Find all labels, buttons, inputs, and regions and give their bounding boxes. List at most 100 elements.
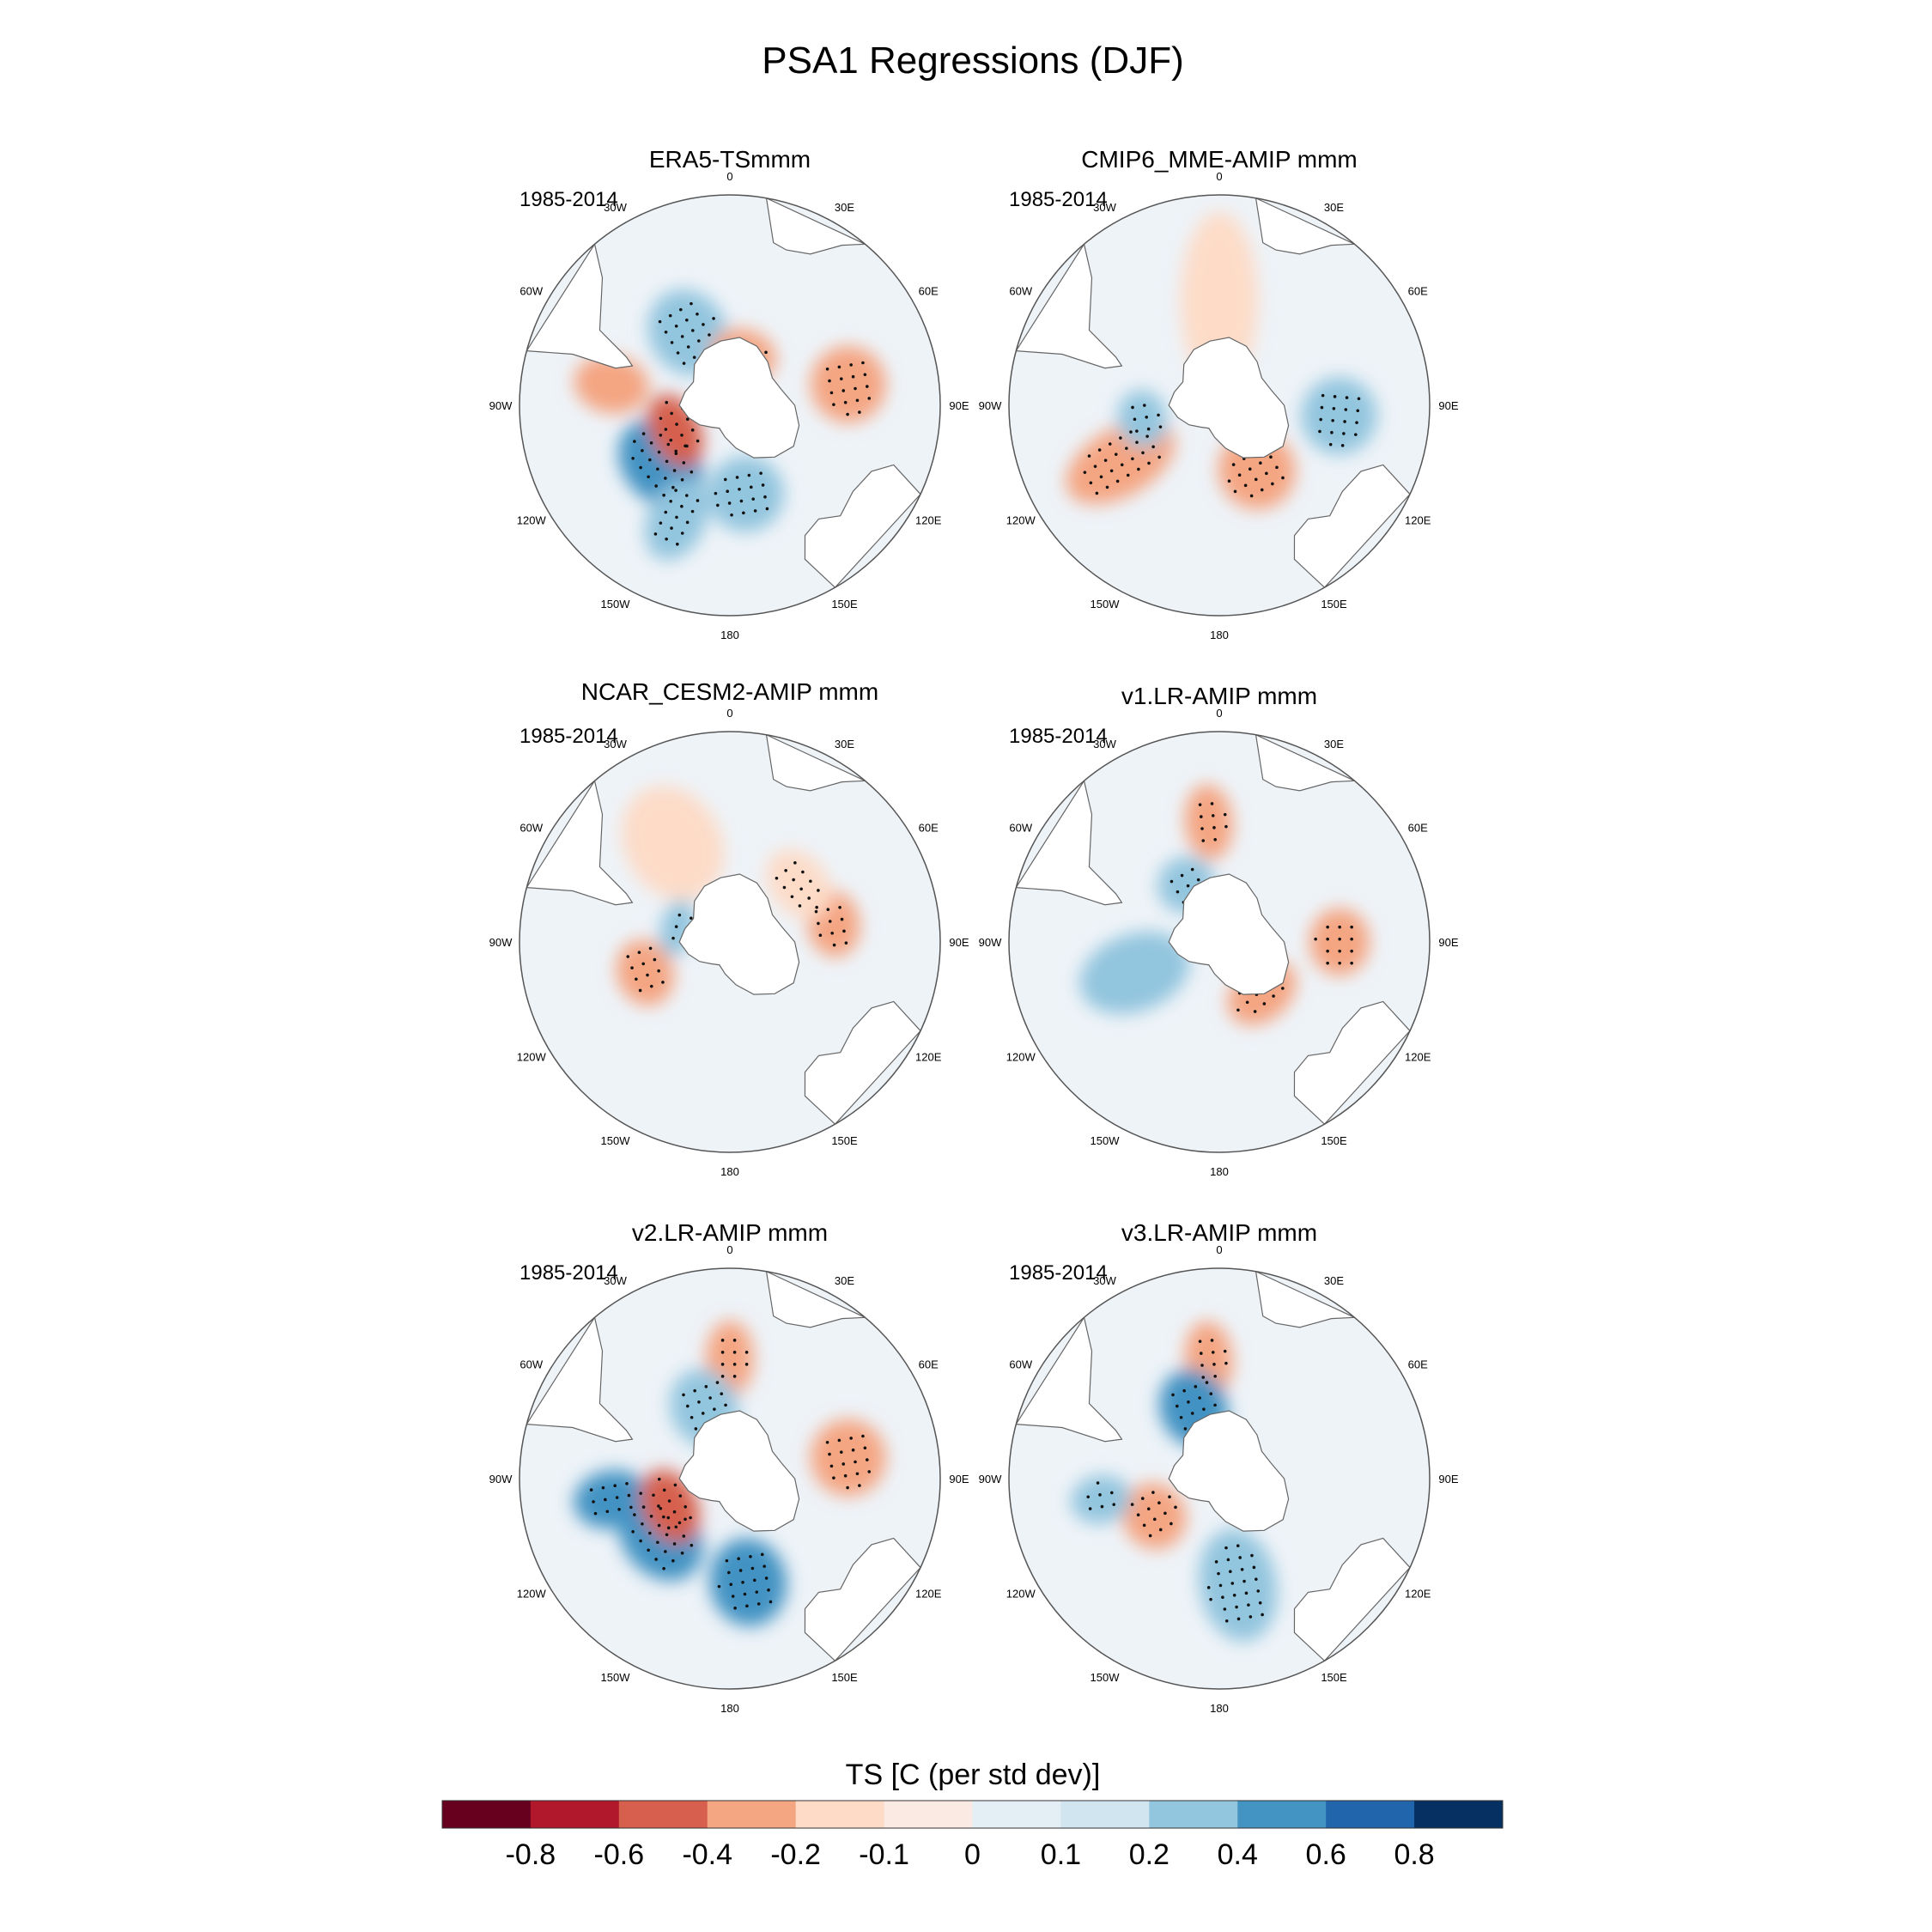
antarctica-landmass xyxy=(1168,337,1290,459)
stipple-dot xyxy=(680,433,683,437)
stipple-dot xyxy=(657,1504,660,1508)
stipple-dot xyxy=(1343,420,1346,423)
stipple-dot xyxy=(1212,1363,1216,1366)
polar-map-v3: 0 30E 60E 90E 120E 150E 180 150W 120W 90W 60W 30W xyxy=(979,1243,1459,1715)
stipple-dot xyxy=(1200,815,1203,818)
stipple-dot xyxy=(683,1505,688,1509)
stipple-dot xyxy=(674,489,677,492)
stipple-dot xyxy=(1097,448,1102,452)
stipple-dot xyxy=(593,1511,598,1516)
stipple-dot xyxy=(1200,1364,1204,1367)
stipple-dot xyxy=(696,312,699,316)
stipple-dot xyxy=(828,1452,831,1456)
stipple-dot xyxy=(1190,1412,1194,1415)
stipple-dot xyxy=(1089,481,1093,485)
lon-label: 60E xyxy=(1408,822,1428,835)
colorbar-swatch xyxy=(530,1801,620,1828)
stipple-dot xyxy=(863,1446,867,1450)
stipple-dot xyxy=(1105,485,1109,489)
stipple-dot xyxy=(832,943,836,947)
lon-label: 60E xyxy=(919,1358,939,1371)
stipple-dot xyxy=(1120,463,1124,467)
stipple-dot xyxy=(1332,406,1336,410)
lon-label: 150E xyxy=(831,1671,858,1684)
stipple-dot xyxy=(1281,476,1285,480)
stipple-dot xyxy=(1271,482,1274,486)
panel-period: 1985-2014 xyxy=(1009,725,1108,748)
stipple-dot xyxy=(1342,432,1346,435)
colorbar-swatch xyxy=(1326,1801,1415,1828)
stipple-dot xyxy=(782,885,787,890)
stipple-dot xyxy=(717,1584,721,1589)
stipple-dot xyxy=(1133,417,1137,422)
stipple-dot xyxy=(1146,427,1151,431)
lon-label: 120E xyxy=(1405,1588,1431,1601)
colorbar-tick-label: -0.8 xyxy=(506,1838,556,1871)
stipple-dot xyxy=(1176,1404,1179,1408)
stipple-dot xyxy=(1126,473,1130,477)
panel-period: 1985-2014 xyxy=(1009,1261,1108,1285)
stipple-dot xyxy=(1318,429,1321,434)
stipple-dot xyxy=(1330,430,1334,434)
stipple-dot xyxy=(1320,405,1324,410)
lon-label: 150W xyxy=(601,1134,631,1147)
stipple-dot xyxy=(641,432,646,435)
stipple-dot xyxy=(764,1577,769,1580)
stipple-dot xyxy=(712,317,715,320)
anomaly-layer xyxy=(574,1321,886,1626)
anomaly-blob xyxy=(709,1538,787,1626)
stipple-dot xyxy=(1233,489,1237,494)
stipple-dot xyxy=(654,1558,658,1561)
stipple-dot xyxy=(817,889,820,892)
stipple-dot xyxy=(809,879,812,884)
map-border xyxy=(519,194,941,617)
stipple-dot xyxy=(1350,961,1353,965)
lon-label: 180 xyxy=(720,1165,739,1178)
lon-label: 0 xyxy=(726,707,732,720)
stipple-dot xyxy=(685,444,689,448)
panel-title: v2.LR-AMIP mmm xyxy=(632,1219,828,1246)
stipple-dot xyxy=(1088,1507,1092,1510)
lon-label: 180 xyxy=(1210,629,1229,641)
lon-label: 60W xyxy=(519,822,543,835)
stipple-dot xyxy=(720,1375,725,1378)
anomaly-blob xyxy=(1199,1528,1278,1642)
stipple-dot xyxy=(617,1508,621,1511)
stipple-dot xyxy=(641,1505,646,1509)
stipple-dot xyxy=(657,969,660,973)
lon-label: 90W xyxy=(979,936,1002,949)
anomaly-layer xyxy=(616,786,860,1006)
stipple-dot xyxy=(670,526,673,530)
stipple-dot xyxy=(1183,1427,1188,1431)
stipple-dot xyxy=(1253,1010,1257,1013)
stipple-dot xyxy=(724,1403,727,1407)
map-border xyxy=(519,731,941,1153)
stipple-dot xyxy=(669,499,672,503)
stipple-dot xyxy=(701,1412,705,1415)
colorbar-swatch xyxy=(795,1801,885,1828)
stipple-dot xyxy=(1265,471,1268,476)
map-border xyxy=(1008,194,1431,617)
stipple-dot xyxy=(1180,873,1184,878)
stipple-dot xyxy=(683,1517,687,1522)
stipple-dot xyxy=(641,962,646,966)
stipple-dot xyxy=(694,1427,698,1431)
lon-label: 120E xyxy=(915,514,942,527)
stipple-dot xyxy=(867,397,872,400)
anomaly-blob xyxy=(621,786,725,901)
australia-landmass xyxy=(804,1000,921,1126)
lon-label: 30E xyxy=(835,738,854,750)
stipple-dot xyxy=(646,973,649,977)
stipple-dot xyxy=(1109,469,1114,473)
colorbar-swatch xyxy=(618,1801,708,1828)
stipple-dot xyxy=(1281,987,1285,990)
lon-label: 120W xyxy=(1006,1588,1036,1601)
stipple-dot xyxy=(1229,1570,1232,1573)
lon-label: 30W xyxy=(1093,201,1116,214)
stipple-dot xyxy=(1086,1495,1091,1499)
lon-label: 90E xyxy=(1438,1473,1458,1485)
stipple-dot xyxy=(691,329,695,332)
lon-label: 60W xyxy=(1009,1358,1032,1371)
stipple-dot xyxy=(817,921,820,926)
